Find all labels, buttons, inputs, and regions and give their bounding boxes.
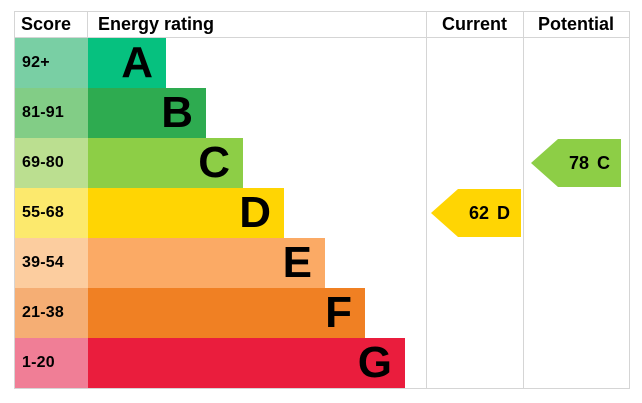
rating-bar: B	[88, 88, 206, 138]
epc-table: Score Energy rating Current Potential 92…	[14, 11, 630, 389]
energy-rating-column-header: Energy rating	[98, 14, 215, 34]
potential-rating-letter: C	[597, 152, 611, 173]
score-range-label: 81-91	[22, 104, 64, 121]
band-row-g: 1-20 G	[15, 338, 629, 388]
rating-bar: E	[88, 238, 325, 288]
score-range-label: 1-20	[22, 354, 55, 371]
potential-column-header: Potential	[537, 14, 614, 34]
score-range-label: 69-80	[22, 154, 64, 171]
band-row-d: 55-68 D	[15, 188, 629, 238]
rating-bar: C	[88, 138, 243, 188]
rating-bar: G	[88, 338, 405, 388]
score-column-header: Score	[21, 14, 72, 34]
rating-bar: D	[88, 188, 284, 238]
current-score-value: 62	[468, 202, 490, 223]
band-letter: C	[198, 138, 230, 187]
score-range-cell: 39-54	[15, 238, 88, 288]
score-range-label: 21-38	[22, 304, 64, 321]
band-letter: B	[161, 88, 193, 137]
rating-bar: A	[88, 38, 166, 88]
score-range-cell: 92+	[15, 38, 88, 88]
band-letter: A	[121, 38, 153, 87]
score-range-cell: 69-80	[15, 138, 88, 188]
band-letter: G	[357, 338, 392, 387]
current-rating-letter: D	[497, 202, 511, 223]
band-letter: F	[325, 288, 352, 337]
score-range-cell: 81-91	[15, 88, 88, 138]
band-row-f: 21-38 F	[15, 288, 629, 338]
band-letter: D	[239, 188, 271, 237]
score-range-label: 55-68	[22, 204, 64, 221]
divider-energy-current	[426, 12, 427, 388]
band-rows: 92+ A 81-91 B 69-80 C 55-68 D 39-54 E 21…	[15, 38, 629, 388]
potential-score-value: 78	[568, 152, 590, 173]
band-row-a: 92+ A	[15, 38, 629, 88]
band-row-c: 69-80 C	[15, 138, 629, 188]
score-range-label: 39-54	[22, 254, 64, 271]
score-range-cell: 1-20	[15, 338, 88, 388]
rating-bar: F	[88, 288, 365, 338]
score-range-label: 92+	[22, 54, 50, 71]
band-row-e: 39-54 E	[15, 238, 629, 288]
table-header: Score Energy rating Current Potential	[15, 12, 629, 38]
current-column-header: Current	[441, 14, 507, 34]
band-row-b: 81-91 B	[15, 88, 629, 138]
divider-current-potential	[523, 12, 524, 388]
band-letter: E	[282, 238, 312, 287]
score-range-cell: 55-68	[15, 188, 88, 238]
score-range-cell: 21-38	[15, 288, 88, 338]
